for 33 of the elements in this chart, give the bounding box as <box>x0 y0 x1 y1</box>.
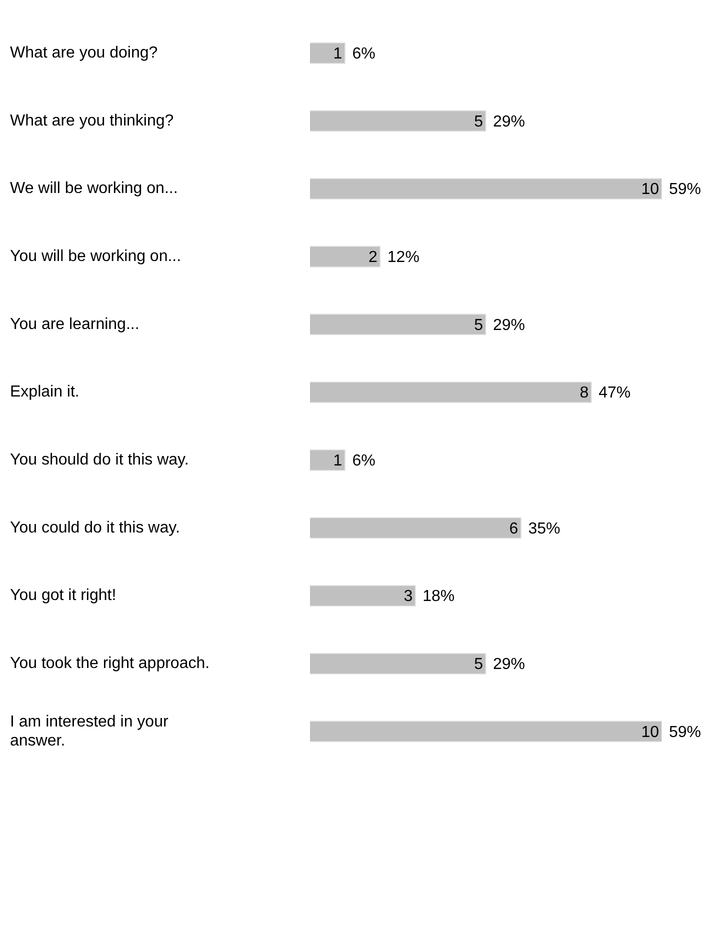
annotation: 59% <box>669 181 702 198</box>
data-label: 6 <box>509 520 518 538</box>
y-tick-label: You will be working on... <box>10 248 182 266</box>
data-label: 10 <box>641 724 660 741</box>
data-label: 1 <box>333 452 342 470</box>
y-tick-label: We will be working on... <box>10 180 178 198</box>
annotation: 35% <box>528 520 560 538</box>
data-label: 8 <box>580 384 589 402</box>
data-label: 5 <box>474 656 484 674</box>
annotation: 59% <box>669 724 702 741</box>
data-label: 5 <box>474 113 484 130</box>
y-tick-label: You could do it this way. <box>10 519 180 536</box>
data-label: 10 <box>641 181 660 198</box>
data-label: 5 <box>474 316 484 334</box>
y-tick-label: I am interested in your answer. <box>10 713 169 750</box>
y-tick-label: You took the right approach. <box>10 655 210 672</box>
data-label: 3 <box>404 588 413 606</box>
annotation: 18% <box>422 588 455 606</box>
y-tick-label: You are learning... <box>10 316 140 333</box>
annotation: 6% <box>352 46 376 63</box>
data-label: 2 <box>368 249 378 266</box>
annotation: 6% <box>352 452 376 470</box>
y-tick-label: What are you doing? <box>10 44 158 62</box>
annotation: 29% <box>493 113 526 130</box>
annotation: 29% <box>493 316 526 334</box>
y-tick-label: You got it right! <box>10 587 116 604</box>
annotation: 29% <box>493 656 526 674</box>
annotation: 47% <box>598 384 631 402</box>
y-tick-label: What are you thinking? <box>10 112 174 130</box>
y-tick-label: You should do it this way. <box>10 452 189 469</box>
annotation: 12% <box>387 249 420 266</box>
data-label: 1 <box>333 46 342 63</box>
y-tick-label: Explain it. <box>10 384 80 401</box>
